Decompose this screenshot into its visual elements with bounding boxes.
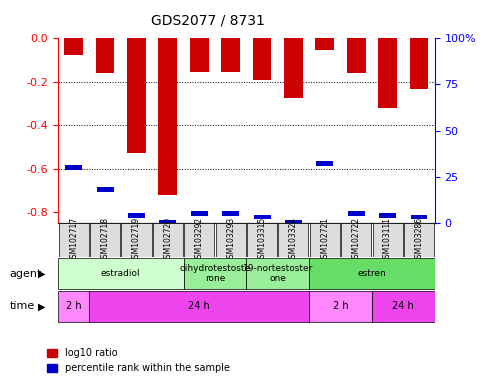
Bar	[127, 38, 146, 153]
FancyBboxPatch shape	[278, 223, 309, 257]
Text: GSM103324: GSM103324	[289, 217, 298, 263]
FancyBboxPatch shape	[404, 223, 434, 257]
Text: time: time	[10, 301, 35, 311]
FancyBboxPatch shape	[121, 223, 152, 257]
Bar	[315, 38, 334, 50]
Text: 24 h: 24 h	[392, 301, 414, 311]
Text: agent: agent	[10, 269, 42, 279]
Text: 2 h: 2 h	[333, 301, 348, 311]
Bar	[128, 213, 145, 218]
Bar	[379, 213, 396, 218]
Bar	[253, 38, 271, 79]
Bar	[378, 38, 397, 108]
FancyBboxPatch shape	[372, 223, 403, 257]
Bar	[158, 38, 177, 195]
FancyBboxPatch shape	[58, 291, 89, 322]
FancyBboxPatch shape	[341, 223, 371, 257]
Text: GSM102720: GSM102720	[163, 217, 172, 263]
FancyBboxPatch shape	[309, 258, 435, 289]
Bar	[285, 220, 302, 225]
Legend: log10 ratio, percentile rank within the sample: log10 ratio, percentile rank within the …	[43, 344, 234, 377]
Bar	[97, 187, 114, 192]
FancyBboxPatch shape	[58, 258, 184, 289]
Bar	[190, 38, 209, 72]
Bar	[348, 211, 365, 216]
Bar	[65, 165, 82, 170]
Text: GSM103292: GSM103292	[195, 217, 204, 263]
Text: 2 h: 2 h	[66, 301, 82, 311]
Text: GSM103315: GSM103315	[257, 217, 267, 263]
Text: GSM102722: GSM102722	[352, 217, 361, 263]
Text: GSM103286: GSM103286	[414, 217, 424, 263]
FancyBboxPatch shape	[215, 223, 246, 257]
FancyBboxPatch shape	[184, 258, 246, 289]
Bar	[411, 215, 427, 220]
FancyBboxPatch shape	[310, 223, 340, 257]
Bar	[159, 220, 176, 225]
FancyBboxPatch shape	[247, 223, 277, 257]
Text: GSM103293: GSM103293	[226, 217, 235, 263]
Text: estren: estren	[357, 269, 386, 278]
Text: GSM102721: GSM102721	[320, 217, 329, 263]
FancyBboxPatch shape	[90, 223, 120, 257]
Text: GDS2077 / 8731: GDS2077 / 8731	[151, 13, 265, 27]
Text: 24 h: 24 h	[188, 301, 210, 311]
Text: GSM103111: GSM103111	[383, 217, 392, 263]
Bar	[64, 38, 83, 55]
Text: estradiol: estradiol	[101, 269, 141, 278]
FancyBboxPatch shape	[89, 291, 309, 322]
Text: GSM102718: GSM102718	[100, 217, 110, 263]
FancyBboxPatch shape	[372, 291, 435, 322]
FancyBboxPatch shape	[184, 223, 214, 257]
Text: 19-nortestoster
one: 19-nortestoster one	[242, 264, 313, 283]
FancyBboxPatch shape	[246, 258, 309, 289]
Bar	[191, 211, 208, 216]
FancyBboxPatch shape	[153, 223, 183, 257]
Text: GSM102719: GSM102719	[132, 217, 141, 263]
Bar	[410, 38, 428, 89]
Text: ▶: ▶	[38, 269, 46, 279]
Bar	[221, 38, 240, 72]
Bar	[96, 38, 114, 73]
FancyBboxPatch shape	[58, 223, 89, 257]
Text: ▶: ▶	[38, 301, 46, 311]
Bar	[316, 161, 333, 166]
FancyBboxPatch shape	[309, 291, 372, 322]
Text: dihydrotestoste
rone: dihydrotestoste rone	[179, 264, 251, 283]
Bar	[347, 38, 366, 73]
Bar	[254, 215, 270, 220]
Bar	[222, 211, 239, 216]
Text: GSM102717: GSM102717	[69, 217, 78, 263]
Bar	[284, 38, 303, 98]
